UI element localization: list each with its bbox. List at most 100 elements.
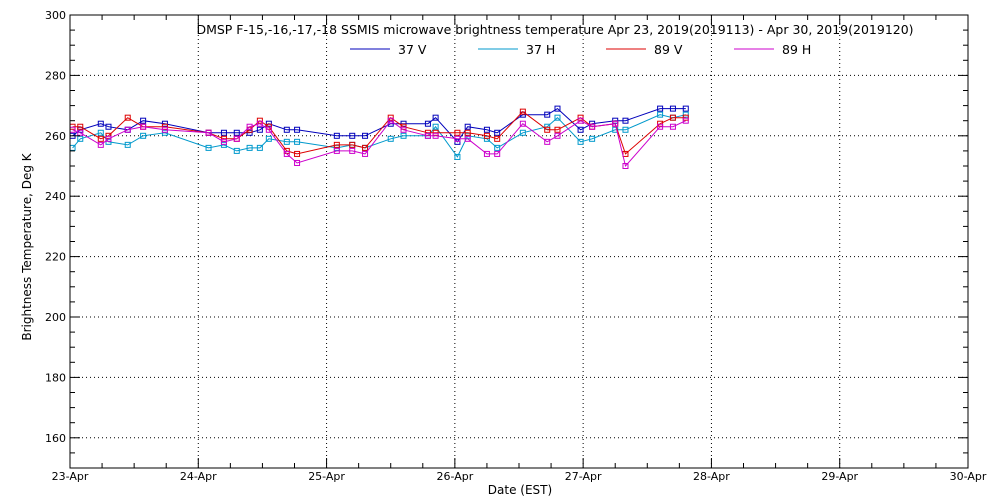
- legend-label: 89 H: [782, 42, 811, 57]
- data-point: [577, 126, 584, 133]
- data-point: [432, 129, 439, 136]
- data-point: [494, 129, 501, 136]
- data-point: [77, 135, 84, 142]
- data-point: [161, 126, 168, 133]
- data-point: [577, 138, 584, 145]
- data-point: [265, 135, 272, 142]
- data-point: [494, 144, 501, 151]
- data-point: [256, 144, 263, 151]
- data-point: [349, 132, 356, 139]
- data-point: [682, 117, 689, 124]
- data-point: [400, 126, 407, 133]
- data-point: [205, 129, 212, 136]
- data-point: [124, 141, 131, 148]
- data-point: [454, 153, 461, 160]
- data-point: [519, 129, 526, 136]
- data-point: [233, 147, 240, 154]
- data-point: [246, 123, 253, 130]
- data-point: [554, 126, 561, 133]
- y-tick-label: 280: [45, 69, 66, 82]
- data-point: [483, 132, 490, 139]
- data-point: [265, 126, 272, 133]
- data-point: [432, 123, 439, 130]
- data-point: [105, 135, 112, 142]
- data-point: [424, 120, 431, 127]
- data-point: [669, 114, 676, 121]
- series-layer: [69, 105, 689, 169]
- data-point: [97, 120, 104, 127]
- data-point: [454, 135, 461, 142]
- y-axis-label: Brightness Temperature, Deg K: [20, 152, 34, 340]
- data-point: [246, 144, 253, 151]
- data-point: [464, 129, 471, 136]
- data-point: [294, 150, 301, 157]
- series-line: [72, 107, 686, 143]
- data-point: [454, 138, 461, 145]
- data-point: [589, 123, 596, 130]
- data-point: [362, 144, 369, 151]
- grid: [69, 14, 969, 468]
- data-point: [140, 123, 147, 130]
- data-point: [657, 123, 664, 130]
- data-point: [283, 150, 290, 157]
- data-point: [483, 150, 490, 157]
- legend: 37 V 37 H 89 V 89 H: [350, 42, 811, 57]
- data-point: [220, 129, 227, 136]
- series-line: [72, 114, 686, 158]
- data-point: [454, 129, 461, 136]
- data-point: [256, 126, 263, 133]
- x-axis-label: Date (EST): [488, 483, 552, 497]
- data-point: [657, 105, 664, 112]
- data-point: [483, 126, 490, 133]
- data-point: [424, 129, 431, 136]
- data-point: [464, 135, 471, 142]
- data-point: [333, 132, 340, 139]
- data-point: [554, 114, 561, 121]
- x-tick-label: 23-Apr: [52, 470, 89, 483]
- data-point: [283, 138, 290, 145]
- data-point: [622, 126, 629, 133]
- data-point: [432, 114, 439, 121]
- data-point: [97, 141, 104, 148]
- data-point: [294, 126, 301, 133]
- data-point: [464, 123, 471, 130]
- data-point: [544, 126, 551, 133]
- data-point: [97, 129, 104, 136]
- data-point: [256, 120, 263, 127]
- data-point: [424, 132, 431, 139]
- data-point: [220, 141, 227, 148]
- axes: 160 180 200 220 240 260 280 300 23-Apr 24-Apr 25-A…: [45, 9, 987, 483]
- y-tick-label: 200: [45, 311, 66, 324]
- data-point: [669, 123, 676, 130]
- data-point: [544, 138, 551, 145]
- data-point: [97, 135, 104, 142]
- y-tick-label: 220: [45, 251, 66, 264]
- data-point: [220, 138, 227, 145]
- x-tick-label: 24-Apr: [180, 470, 217, 483]
- x-tick-label: 29-Apr: [821, 470, 858, 483]
- data-point: [577, 117, 584, 124]
- legend-label: 37 V: [398, 42, 427, 57]
- data-point: [140, 117, 147, 124]
- chart-title: DMSP F-15,-16,-17,-18 SSMIS microwave br…: [196, 22, 913, 37]
- data-point: [622, 117, 629, 124]
- data-point: [124, 126, 131, 133]
- y-tick-label: 260: [45, 130, 66, 143]
- data-point: [554, 132, 561, 139]
- data-point: [362, 132, 369, 139]
- x-tick-label: 28-Apr: [693, 470, 730, 483]
- data-point: [362, 150, 369, 157]
- data-point: [682, 105, 689, 112]
- data-point: [105, 123, 112, 130]
- series-89-h: [69, 117, 689, 169]
- data-point: [77, 129, 84, 136]
- data-point: [333, 147, 340, 154]
- data-point: [283, 126, 290, 133]
- data-point: [233, 135, 240, 142]
- x-tick-label: 27-Apr: [565, 470, 602, 483]
- data-point: [205, 144, 212, 151]
- legend-label: 89 V: [654, 42, 683, 57]
- data-point: [682, 111, 689, 118]
- series-37-v: [69, 105, 689, 145]
